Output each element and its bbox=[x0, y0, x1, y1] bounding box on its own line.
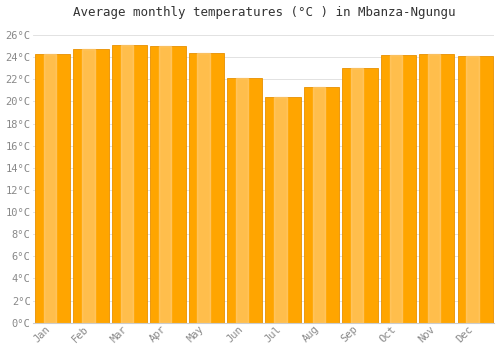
Bar bbox=[312, 87, 325, 323]
Bar bbox=[351, 68, 364, 323]
Bar bbox=[198, 52, 210, 323]
Bar bbox=[35, 54, 70, 323]
Bar bbox=[82, 49, 94, 323]
Bar bbox=[74, 49, 108, 323]
Bar bbox=[159, 46, 172, 323]
Title: Average monthly temperatures (°C ) in Mbanza-Ngungu: Average monthly temperatures (°C ) in Mb… bbox=[72, 6, 455, 19]
Bar bbox=[236, 78, 248, 323]
Bar bbox=[380, 55, 416, 323]
Bar bbox=[304, 87, 339, 323]
Bar bbox=[428, 54, 440, 323]
Bar bbox=[342, 68, 378, 323]
Bar bbox=[458, 56, 493, 323]
Bar bbox=[120, 45, 133, 323]
Bar bbox=[112, 45, 147, 323]
Bar bbox=[266, 97, 301, 323]
Bar bbox=[466, 56, 479, 323]
Bar bbox=[390, 55, 402, 323]
Bar bbox=[188, 52, 224, 323]
Bar bbox=[274, 97, 286, 323]
Bar bbox=[150, 46, 186, 323]
Bar bbox=[227, 78, 262, 323]
Bar bbox=[419, 54, 454, 323]
Bar bbox=[44, 54, 56, 323]
